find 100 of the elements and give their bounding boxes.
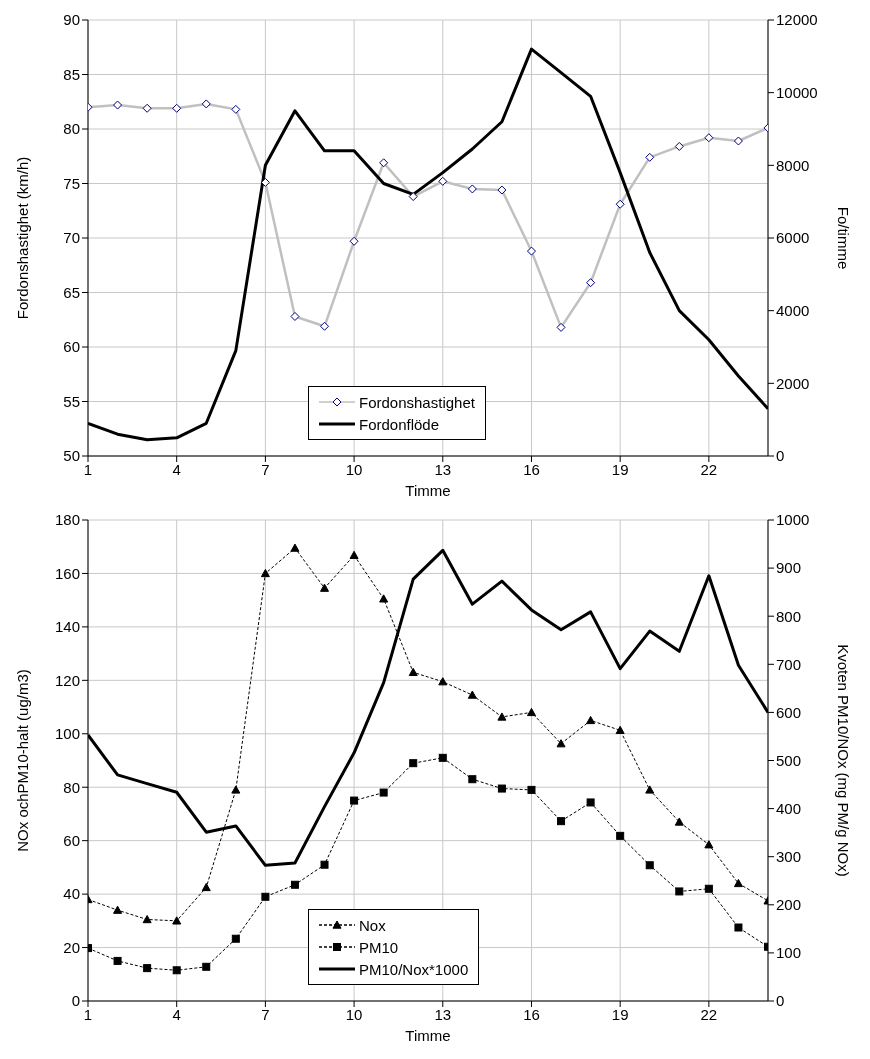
y-axis-title: Fordonshastighet (km/h): [14, 156, 32, 320]
x-tick-label: 22: [700, 460, 718, 478]
y2-tick-label: 8000: [776, 156, 810, 174]
point: [468, 775, 477, 784]
y-tick-label: 65: [63, 283, 80, 301]
y2-tick-label: 2000: [776, 374, 810, 392]
y-tick-label: 100: [54, 725, 80, 743]
point: [645, 861, 654, 870]
point: [142, 915, 152, 924]
x-tick-label: 1: [83, 1005, 93, 1023]
point: [202, 962, 211, 971]
point: [231, 934, 240, 943]
point: [586, 715, 596, 725]
point: [586, 798, 595, 807]
x-axis-title: Timme: [405, 1027, 451, 1044]
y2-axis-title: Fo/timme: [834, 206, 852, 270]
y-tick-label: 70: [63, 229, 80, 247]
point: [290, 880, 299, 889]
y-tick-label: 140: [54, 618, 80, 636]
point: [143, 964, 152, 973]
point: [408, 667, 418, 677]
point: [438, 677, 448, 686]
y2-tick-label: 600: [776, 703, 802, 721]
y-tick-label: 80: [63, 778, 80, 796]
y2-tick-label: 200: [776, 896, 802, 914]
point: [527, 785, 536, 794]
y-tick-label: 160: [54, 564, 80, 582]
x-tick-label: 4: [172, 1005, 181, 1023]
point: [290, 543, 300, 552]
y2-tick-label: 4000: [776, 301, 810, 319]
point: [674, 817, 684, 826]
y2-tick-label: 300: [776, 848, 802, 866]
point: [172, 916, 182, 925]
x-tick-label: 13: [434, 460, 452, 478]
legend-label: Fordonflöde: [359, 415, 440, 433]
point: [113, 905, 123, 914]
point: [320, 583, 330, 592]
point: [320, 860, 329, 869]
point: [615, 725, 625, 734]
point: [113, 956, 122, 965]
legend-label: Fordonshastighet: [359, 393, 475, 411]
point: [349, 550, 359, 559]
point: [350, 796, 359, 805]
x-tick-label: 1: [83, 460, 93, 478]
y2-tick-label: 12000: [776, 11, 818, 29]
point: [438, 753, 447, 762]
x-tick-label: 22: [700, 1005, 718, 1023]
y2-tick-label: 900: [776, 559, 802, 577]
x-tick-label: 7: [261, 460, 270, 478]
point: [645, 785, 655, 794]
y-tick-label: 180: [54, 511, 80, 529]
x-tick-label: 19: [611, 460, 629, 478]
y2-tick-label: 6000: [776, 229, 810, 247]
point: [409, 759, 418, 768]
y-tick-label: 0: [71, 992, 80, 1010]
y2-tick-label: 700: [776, 655, 802, 673]
point: [704, 884, 713, 893]
point: [704, 840, 714, 849]
x-tick-label: 16: [523, 460, 540, 478]
legend-label: PM10/Nox*1000: [359, 960, 469, 978]
point: [379, 788, 388, 797]
point: [172, 966, 181, 975]
y-tick-label: 20: [63, 938, 80, 956]
y2-axis-title: Kvoten PM10/NOx (mg PM/g NOx): [834, 644, 852, 877]
y2-tick-label: 100: [776, 944, 802, 962]
y-tick-label: 50: [63, 447, 80, 465]
point: [616, 831, 625, 840]
x-tick-label: 7: [261, 1005, 270, 1023]
y2-tick-label: 1000: [776, 511, 810, 529]
point: [379, 594, 389, 603]
y2-tick-label: 0: [776, 447, 785, 465]
y2-tick-label: 800: [776, 607, 802, 625]
y-tick-label: 80: [63, 120, 80, 138]
y-tick-label: 90: [63, 11, 80, 29]
x-tick-label: 13: [434, 1005, 452, 1023]
x-tick-label: 16: [523, 1005, 540, 1023]
point: [675, 887, 684, 896]
y-tick-label: 60: [63, 338, 80, 356]
point: [526, 707, 536, 717]
point: [556, 739, 566, 748]
x-tick-label: 10: [345, 460, 363, 478]
legend-label: PM10: [359, 938, 399, 956]
y-tick-label: 55: [63, 392, 80, 410]
y-tick-label: 75: [63, 174, 80, 192]
point: [260, 568, 270, 578]
y-tick-label: 85: [63, 65, 80, 83]
y-tick-label: 60: [63, 831, 80, 849]
y2-tick-label: 0: [776, 992, 785, 1010]
x-tick-label: 19: [611, 1005, 629, 1023]
point: [733, 878, 743, 888]
point: [734, 923, 743, 932]
point: [201, 882, 211, 892]
point: [497, 784, 506, 793]
point: [231, 785, 241, 794]
y2-tick-label: 10000: [776, 83, 818, 101]
point: [497, 712, 507, 721]
point: [557, 817, 566, 826]
x-tick-label: 10: [345, 1005, 363, 1023]
x-axis-title: Timme: [405, 482, 451, 499]
y2-tick-label: 400: [776, 799, 802, 817]
